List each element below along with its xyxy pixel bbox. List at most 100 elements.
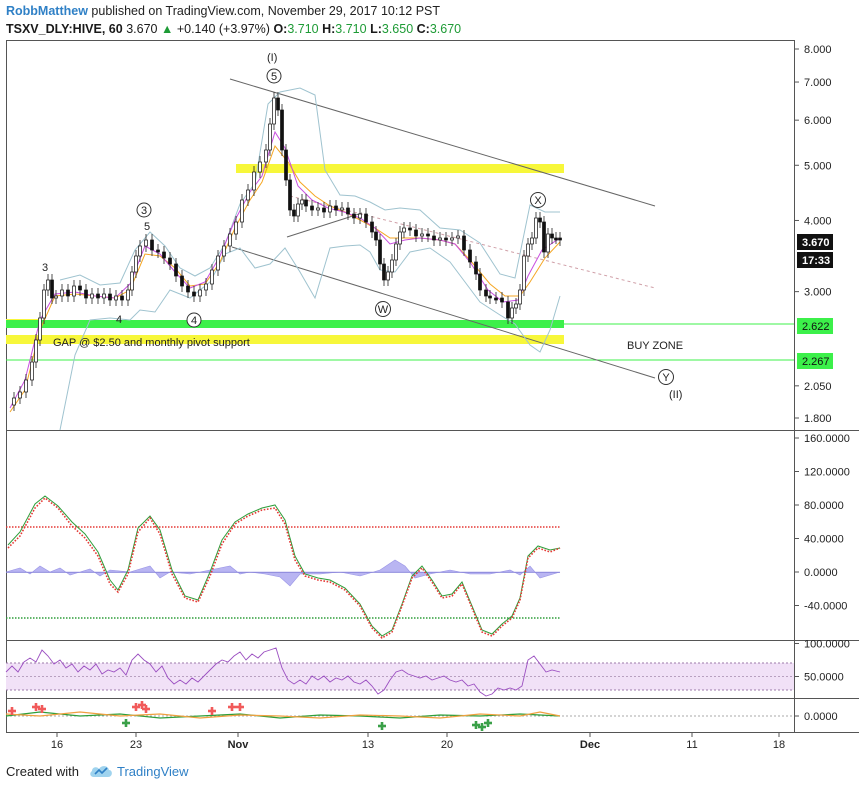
up-triangle-icon: ▲ — [160, 22, 174, 36]
candle-body — [390, 259, 394, 273]
chart-canvas[interactable]: (I) 5 3 5 3 4 4 W X Y (II) GAP @ $2.50 a… — [0, 40, 859, 754]
candle-body — [500, 297, 504, 303]
channel-upper-line[interactable] — [229, 78, 656, 207]
candle-body — [526, 243, 530, 257]
open-label: O: — [273, 22, 288, 36]
sell-signal-cross — [140, 701, 144, 709]
subwave-4-label: 4 — [116, 314, 122, 326]
candle-body — [334, 205, 338, 211]
candle-body — [394, 243, 398, 261]
high-label: H: — [322, 22, 336, 36]
signal-crosses — [8, 701, 492, 731]
candle-body — [408, 227, 412, 231]
x-tick-label: 18 — [773, 739, 785, 751]
candle-body — [276, 97, 280, 111]
sell-signal-cross — [10, 707, 14, 715]
candle-body — [192, 291, 196, 297]
gap-annotation: GAP @ $2.50 and monthly pivot support — [53, 337, 250, 349]
candle-body — [134, 255, 138, 273]
dashed-trend-line[interactable] — [289, 195, 656, 289]
candle-body — [456, 235, 460, 239]
osc-tick-label: 160.0000 — [804, 433, 850, 445]
candle-body — [444, 237, 448, 241]
candle-body — [50, 279, 54, 299]
candle-body — [130, 271, 134, 291]
candle-body — [352, 213, 356, 219]
candle-body — [30, 361, 34, 381]
candle-body — [38, 317, 42, 341]
candle-body — [518, 289, 522, 305]
price-candles — [12, 92, 562, 411]
candle-body — [54, 295, 58, 299]
candle-body — [558, 237, 562, 241]
candle-body — [358, 213, 362, 219]
price-label-box — [797, 353, 833, 369]
price-tick-label: 2.050 — [804, 381, 832, 393]
candle-body — [120, 295, 124, 301]
candle-body — [288, 179, 292, 211]
vol-tick-label: 0.0000 — [804, 711, 838, 723]
bollinger-lower — [59, 244, 561, 431]
rsi-tick-label: 100.0000 — [804, 639, 850, 651]
close-label: C: — [416, 22, 430, 36]
candle-body — [510, 307, 514, 319]
candle-body — [494, 297, 498, 301]
wave-w-circle — [375, 301, 391, 317]
channel-lower-line[interactable] — [231, 246, 656, 379]
sell-signal-cross — [230, 703, 234, 711]
candle-body — [378, 239, 382, 265]
candle-body — [292, 209, 296, 217]
candle-body — [156, 249, 160, 253]
price-change: +0.140 (+3.97%) — [176, 22, 270, 36]
candle-body — [546, 233, 550, 253]
candle-body — [364, 213, 368, 223]
candle-body — [162, 251, 166, 259]
triangle-line[interactable] — [286, 212, 363, 238]
candle-body — [426, 233, 430, 237]
candle-body — [204, 283, 208, 291]
author-link[interactable]: RobbMatthew — [6, 4, 88, 18]
publish-line: RobbMatthew published on TradingView.com… — [6, 3, 440, 19]
candle-body — [550, 233, 554, 239]
osc-tick-label: 0.0000 — [804, 567, 838, 579]
bollinger-upper — [59, 87, 560, 286]
candle-body — [530, 237, 534, 245]
footer: Created with TradingView — [0, 754, 859, 788]
candle-body — [386, 271, 390, 281]
osc-tick-label: 80.0000 — [804, 500, 844, 512]
osc-tick-label: 120.0000 — [804, 467, 850, 479]
buy-signal-cross — [474, 721, 478, 729]
buy-signal-cross — [486, 719, 490, 727]
tradingview-link[interactable]: TradingView — [117, 764, 189, 779]
wave-x-label: X — [534, 195, 542, 207]
vol-orange-line — [5, 711, 561, 719]
candle-body — [468, 249, 472, 263]
candle-body — [438, 237, 442, 241]
price-label-box — [797, 318, 833, 334]
osc-tick-label: -40.0000 — [804, 601, 847, 613]
candle-body — [126, 289, 130, 301]
candle-body — [534, 217, 538, 239]
candle-body — [186, 285, 190, 293]
candle-body — [432, 235, 436, 241]
candle-body — [102, 293, 106, 299]
candle-body — [180, 275, 184, 287]
candle-body — [398, 231, 402, 245]
candle-body — [78, 285, 82, 291]
x-tick-label: 20 — [441, 739, 453, 751]
x-tick-label: 11 — [686, 739, 697, 751]
candle-body — [316, 207, 320, 211]
osc-tick-label: 40.0000 — [804, 534, 844, 546]
wave-y-circle — [658, 369, 674, 385]
candle-body — [114, 295, 118, 301]
tradingview-logo-icon[interactable] — [88, 762, 114, 780]
candle-body — [90, 293, 94, 299]
candle-body — [240, 199, 244, 223]
candle-body — [340, 207, 344, 211]
sell-signal-cross — [134, 703, 138, 711]
wave-3-circle — [136, 202, 152, 218]
price-tick-label: 4.000 — [804, 215, 832, 227]
candle-body — [46, 279, 50, 291]
wave-3-label: 3 — [141, 205, 147, 217]
candle-body — [402, 227, 406, 233]
